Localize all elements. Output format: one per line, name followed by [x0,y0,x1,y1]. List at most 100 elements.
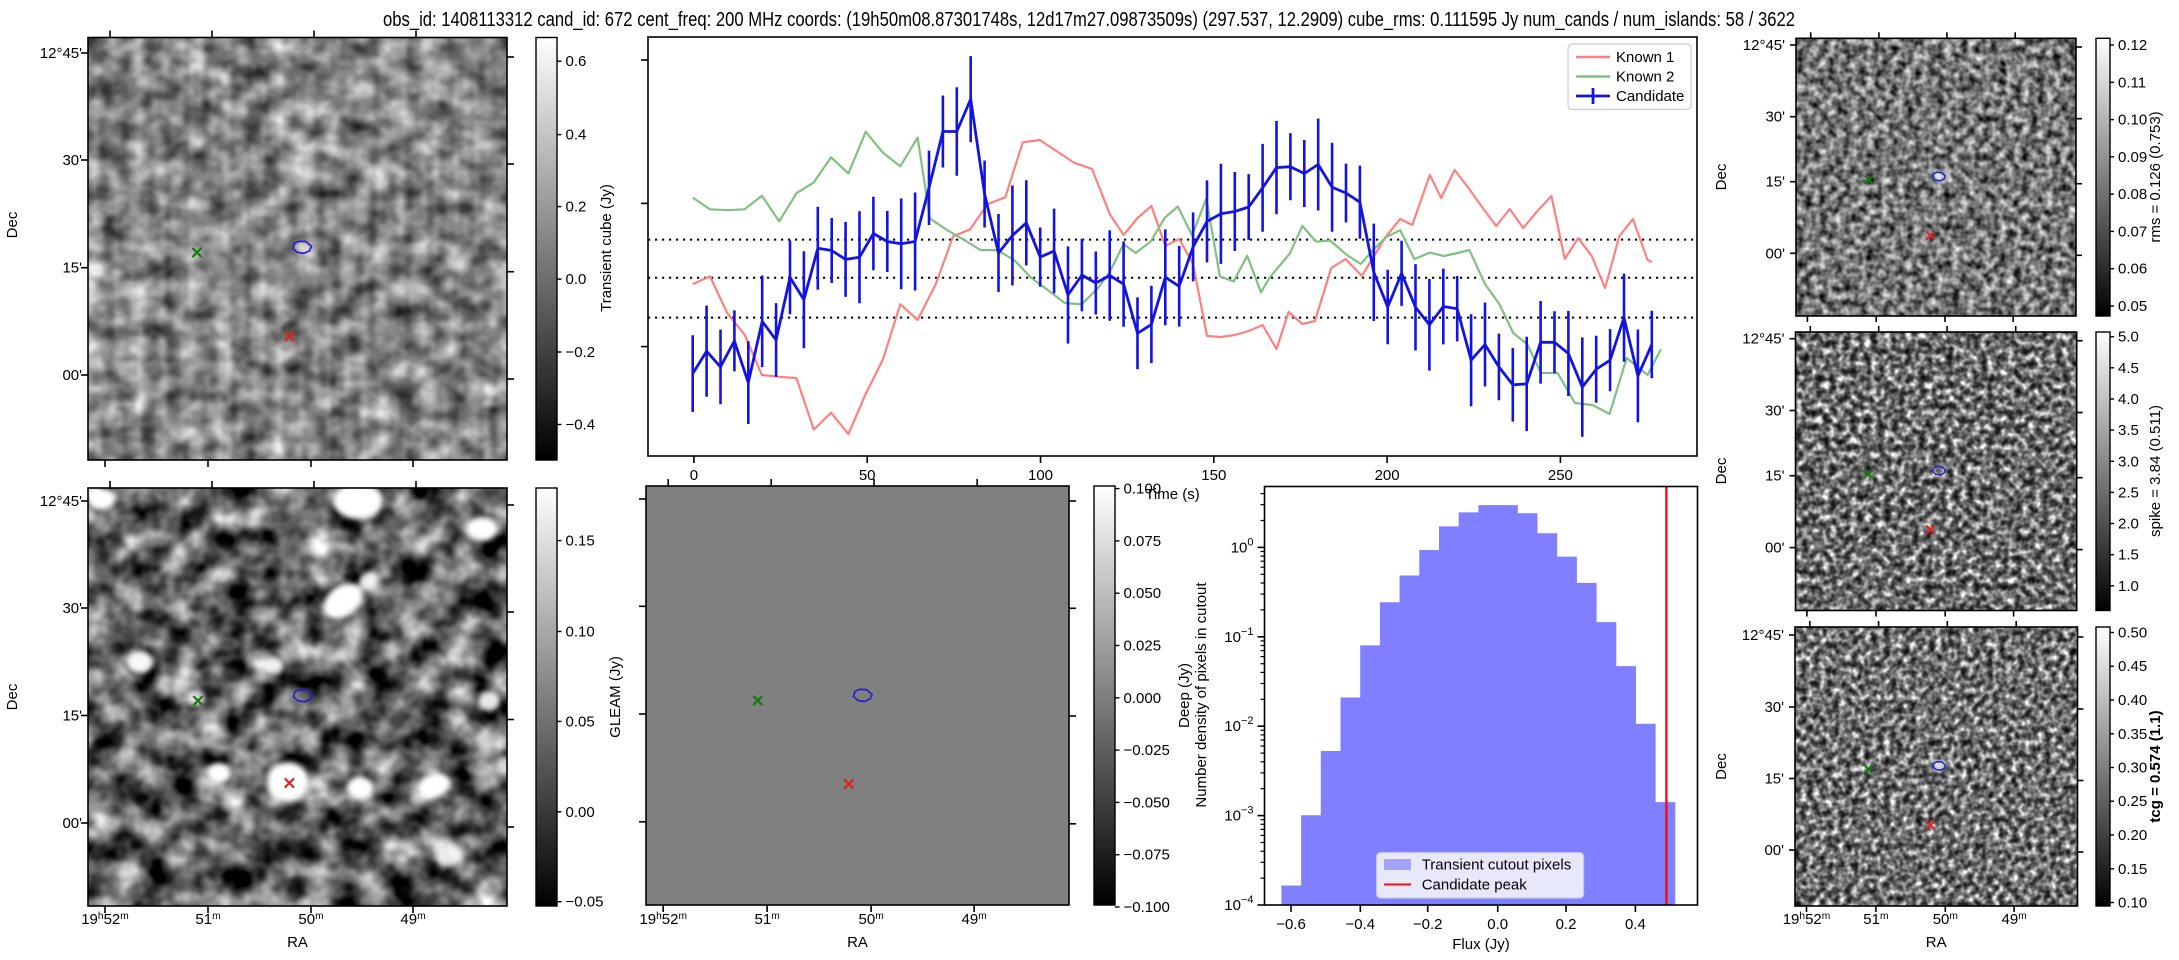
svg-text:0.25: 0.25 [2118,793,2147,810]
svg-text:19h52m: 19h52m [81,911,129,928]
svg-text:12°45': 12°45' [40,493,82,510]
svg-text:Transient cube (Jy): Transient cube (Jy) [598,184,615,312]
svg-text:0.08: 0.08 [2118,186,2147,203]
svg-text:−0.05: −0.05 [566,894,604,911]
svg-text:15': 15' [62,708,82,725]
svg-text:0.0: 0.0 [1487,916,1508,933]
svg-text:Transient cutout pixels: Transient cutout pixels [1422,857,1572,874]
svg-text:0.15: 0.15 [566,533,595,550]
svg-text:51m: 51m [755,911,780,928]
svg-text:0.075: 0.075 [1124,533,1162,550]
svg-text:0.050: 0.050 [1124,585,1162,602]
svg-text:50: 50 [859,467,876,484]
svg-text:RA: RA [287,934,308,951]
svg-text:0.20: 0.20 [2118,827,2147,844]
svg-text:0.45: 0.45 [2118,658,2147,675]
svg-text:0.50: 0.50 [2118,625,2147,642]
svg-text:0.11: 0.11 [2118,74,2146,91]
svg-text:Candidate: Candidate [1616,88,1684,105]
svg-text:00': 00' [1765,540,1785,557]
svg-text:−0.6: −0.6 [1276,916,1306,933]
svg-text:30': 30' [1764,699,1784,716]
svg-text:Known 1: Known 1 [1616,49,1674,66]
svg-text:12°45': 12°45' [40,45,82,62]
svg-text:30': 30' [62,600,82,617]
svg-text:4.5: 4.5 [2118,360,2139,377]
svg-text:1.0: 1.0 [2118,578,2139,595]
svg-text:250: 250 [1548,467,1573,484]
svg-text:Dec: Dec [1713,753,1730,780]
svg-text:0.4: 0.4 [1625,916,1646,933]
svg-text:RA: RA [847,934,868,951]
svg-text:−0.2: −0.2 [566,344,596,361]
svg-text:00': 00' [62,815,82,832]
svg-text:Candidate peak: Candidate peak [1422,877,1528,894]
svg-text:−0.050: −0.050 [1124,794,1170,811]
svg-text:0.2: 0.2 [566,199,587,216]
svg-text:3.5: 3.5 [2118,422,2139,439]
svg-text:0.30: 0.30 [2118,760,2147,777]
svg-text:51m: 51m [195,911,220,928]
svg-text:30': 30' [1765,403,1785,420]
svg-text:15': 15' [1764,771,1784,788]
svg-text:0.15: 0.15 [2118,861,2147,878]
svg-text:spike = 3.84 (0.511): spike = 3.84 (0.511) [2147,405,2164,537]
svg-text:150: 150 [1201,467,1226,484]
svg-text:Dec: Dec [1713,163,1730,190]
svg-text:12°45': 12°45' [1742,331,1784,348]
svg-text:19h52m: 19h52m [639,911,687,928]
svg-text:GLEAM (Jy): GLEAM (Jy) [607,656,624,738]
svg-text:0.09: 0.09 [2118,149,2147,166]
svg-text:1.5: 1.5 [2118,547,2139,564]
svg-text:−0.025: −0.025 [1124,742,1170,759]
svg-text:0.4: 0.4 [566,127,587,144]
svg-text:5.0: 5.0 [2118,329,2139,346]
svg-text:Dec: Dec [1713,457,1730,484]
svg-text:2.0: 2.0 [2118,516,2139,533]
svg-text:50m: 50m [298,911,323,928]
svg-text:−0.100: −0.100 [1124,899,1170,916]
svg-text:0.06: 0.06 [2118,261,2147,278]
svg-text:0.100: 0.100 [1124,481,1162,498]
svg-text:0.000: 0.000 [1124,690,1162,707]
svg-text:0.10: 0.10 [2118,895,2147,912]
svg-text:19h52m: 19h52m [1783,911,1831,928]
svg-text:−0.4: −0.4 [1345,916,1375,933]
svg-text:4.0: 4.0 [2118,391,2139,408]
svg-text:0.10: 0.10 [566,624,595,641]
svg-text:0.12: 0.12 [2118,37,2147,54]
svg-text:15': 15' [62,260,82,277]
svg-text:0.05: 0.05 [2118,298,2147,315]
svg-text:2.5: 2.5 [2118,484,2139,501]
svg-text:0.40: 0.40 [2118,692,2147,709]
svg-text:−0.2: −0.2 [1413,916,1443,933]
svg-text:0.07: 0.07 [2118,223,2147,240]
svg-text:15': 15' [1765,468,1785,485]
svg-text:30': 30' [1765,109,1785,126]
svg-text:RA: RA [1926,934,1947,951]
svg-text:12°45': 12°45' [1743,37,1785,54]
svg-text:0.0: 0.0 [566,271,587,288]
svg-text:49m: 49m [2002,911,2027,928]
svg-text:Dec: Dec [4,683,21,710]
svg-text:49m: 49m [400,911,425,928]
svg-text:50m: 50m [859,911,884,928]
svg-text:200: 200 [1375,467,1400,484]
svg-text:00': 00' [62,367,82,384]
svg-text:rms = 0.126 (0.753): rms = 0.126 (0.753) [2147,111,2164,242]
svg-text:obs_id: 1408113312 cand_id: 67: obs_id: 1408113312 cand_id: 672 cent_fre… [383,8,1795,31]
svg-text:0: 0 [690,467,698,484]
svg-text:tcg = 0.574 (1.1): tcg = 0.574 (1.1) [2147,710,2164,822]
svg-text:0.05: 0.05 [566,713,595,730]
svg-text:Dec: Dec [4,211,21,238]
svg-text:−0.4: −0.4 [566,417,596,434]
svg-text:15': 15' [1765,174,1785,191]
svg-text:0.00: 0.00 [566,804,595,821]
svg-text:−0.075: −0.075 [1124,847,1170,864]
svg-text:Number density of pixels in cu: Number density of pixels in cutout [1193,582,1210,808]
svg-text:Flux (Jy): Flux (Jy) [1452,936,1510,953]
svg-text:0.10: 0.10 [2118,112,2147,129]
svg-text:0.025: 0.025 [1124,638,1162,655]
svg-text:49m: 49m [962,911,987,928]
svg-text:30': 30' [62,152,82,169]
